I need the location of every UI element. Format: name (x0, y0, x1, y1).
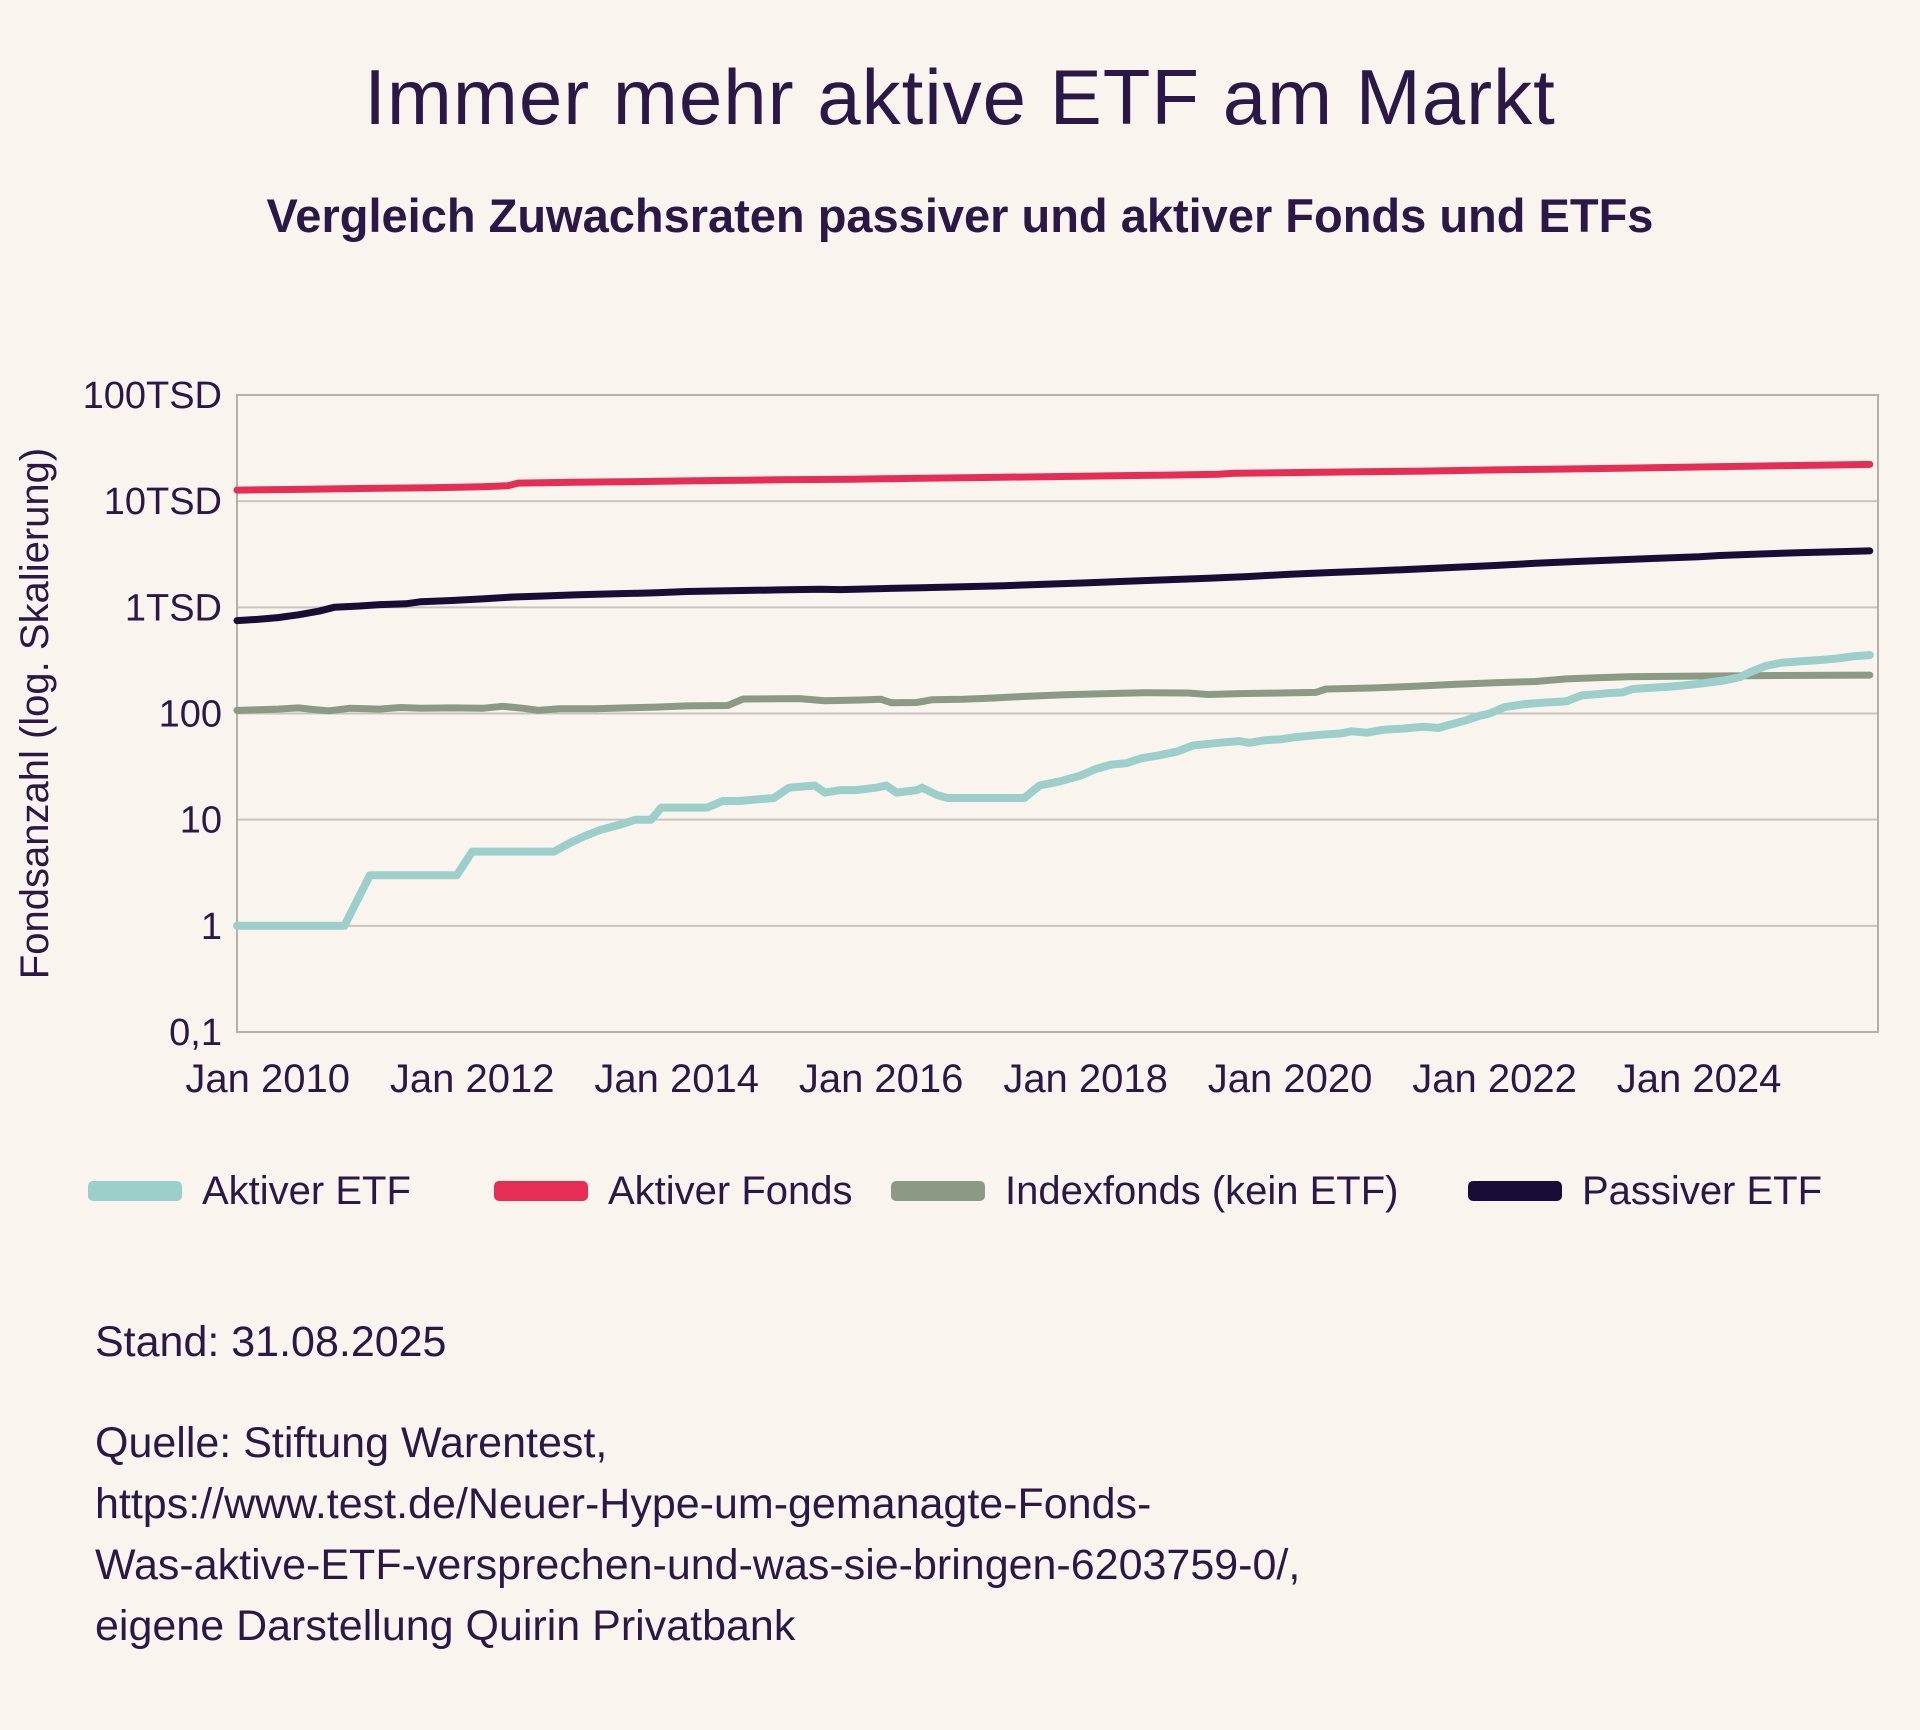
legend-swatch-aktiver-fonds (494, 1181, 588, 1201)
y-tick-label: 1TSD (125, 587, 222, 629)
footer-source-line-1: Quelle: Stiftung Warentest, (95, 1419, 608, 1467)
legend-label-aktiver-etf: Aktiver ETF (202, 1168, 411, 1213)
x-tick-label: Jan 2024 (1617, 1057, 1782, 1101)
footer-source-line-2: https://www.test.de/Neuer-Hype-um-gemana… (95, 1480, 1152, 1528)
legend-swatch-aktiver-etf (88, 1181, 182, 1201)
y-axis-title: Fondsanzahl (log. Skalierung) (13, 448, 57, 979)
x-tick-label: Jan 2010 (185, 1057, 350, 1101)
chart-title: Immer mehr aktive ETF am Markt (364, 53, 1556, 141)
y-tick-label: 100TSD (83, 375, 222, 417)
legend-item-aktiver-etf: Aktiver ETF (88, 1168, 411, 1214)
series-line-aktiver-etf (233, 651, 1874, 930)
series-line-passiver-etf (233, 547, 1874, 625)
legend-label-passiver-etf: Passiver ETF (1582, 1168, 1823, 1213)
x-tick-label: Jan 2018 (1003, 1057, 1168, 1101)
footer: Stand: 31.08.2025 Quelle: Stiftung Waren… (95, 1318, 1795, 1657)
chart-legend: Aktiver ETF Aktiver Fonds Indexfonds (ke… (0, 1168, 1920, 1214)
legend-item-aktiver-fonds: Aktiver Fonds (494, 1168, 853, 1214)
x-tick-label: Jan 2014 (594, 1057, 759, 1101)
series-line-aktiver-fonds (233, 460, 1874, 494)
y-tick-label: 1 (201, 906, 222, 948)
legend-swatch-passiver-etf (1468, 1181, 1562, 1201)
x-tick-label: Jan 2012 (390, 1057, 555, 1101)
x-tick-label: Jan 2020 (1208, 1057, 1373, 1101)
legend-label-aktiver-fonds: Aktiver Fonds (608, 1168, 853, 1213)
legend-item-indexfonds: Indexfonds (kein ETF) (891, 1168, 1399, 1214)
y-tick-label: 10 (180, 800, 222, 842)
legend-item-passiver-etf: Passiver ETF (1468, 1168, 1822, 1214)
x-tick-label: Jan 2016 (799, 1057, 964, 1101)
legend-label-indexfonds: Indexfonds (kein ETF) (1005, 1168, 1399, 1213)
y-tick-label: 0,1 (169, 1012, 222, 1054)
footer-source-line-4: eigene Darstellung Quirin Privatbank (95, 1602, 796, 1650)
x-tick-label: Jan 2022 (1412, 1057, 1577, 1101)
legend-swatch-indexfonds (891, 1181, 985, 1201)
y-tick-label: 10TSD (104, 481, 222, 523)
footer-source-line-3: Was-aktive-ETF-versprechen-und-was-sie-b… (95, 1541, 1301, 1589)
y-tick-label: 100 (159, 694, 222, 736)
chart-subtitle: Vergleich Zuwachsraten passiver und akti… (266, 189, 1654, 242)
series-line-indexfonds-kein-etf- (233, 671, 1874, 715)
footer-stand: Stand: 31.08.2025 (95, 1318, 447, 1366)
